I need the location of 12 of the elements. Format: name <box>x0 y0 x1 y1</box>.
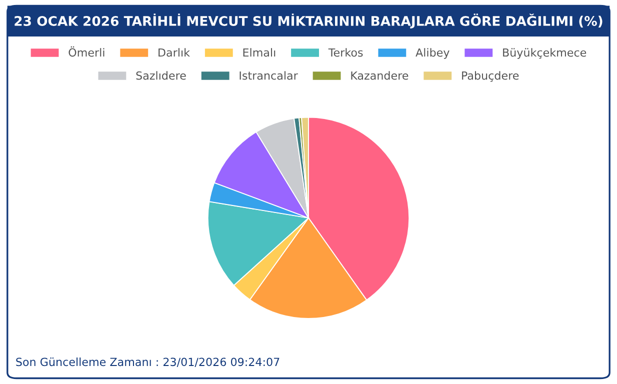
legend-label: Sazlıdere <box>136 71 186 80</box>
text: Son Güncelleme Zamanı : 23/01/2026 09:24:07 <box>16 358 280 367</box>
legend-label: Pabuçdere <box>462 71 519 82</box>
legend-label: Ömerli <box>68 46 104 57</box>
legend-label: Kazandere <box>351 71 408 80</box>
legend-label: Darlık <box>158 48 190 57</box>
chart-title: 23 OCAK 2026 TARİHLİ MEVCUT SU MİKTARININ BARAJLARA GÖRE DAĞILIMI (%) <box>14 14 602 28</box>
legend-label: Istrancalar <box>240 71 298 80</box>
legend-label: Terkos <box>328 48 363 57</box>
legend-label: Elmalı <box>243 48 276 57</box>
legend-label: Büyükçekmece <box>503 48 586 59</box>
legend-label: Alibey <box>416 48 450 59</box>
